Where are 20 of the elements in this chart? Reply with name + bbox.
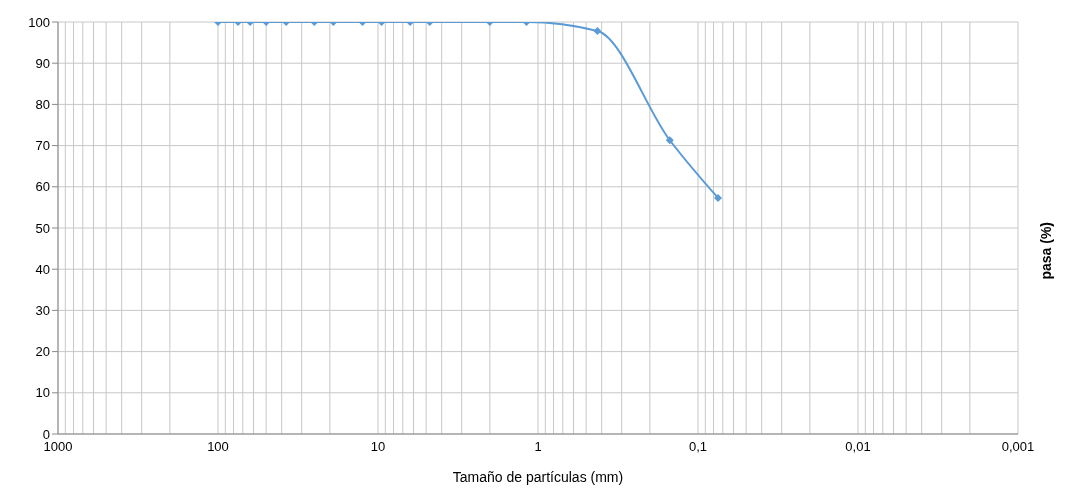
x-tick-label: 0,01 [845, 439, 871, 455]
x-tick-label: 0,1 [688, 439, 708, 455]
y-tick-label: 20 [35, 344, 50, 360]
x-axis-title: Tamaño de partículas (mm) [452, 469, 624, 485]
x-tick-label: 1 [534, 439, 542, 455]
y-tick-label: 100 [28, 14, 50, 30]
y-tick-label: 0 [42, 426, 50, 442]
y-tick-label: 90 [35, 55, 50, 71]
y-tick-label: 50 [35, 220, 50, 236]
y-tick-label: 80 [35, 97, 50, 113]
y-tick-label: 70 [35, 138, 50, 154]
x-tick-label: 10 [370, 439, 386, 455]
y-axis-title: pasa (%) [1038, 222, 1054, 280]
y-tick-label: 40 [35, 261, 50, 277]
y-tick-label: 60 [35, 179, 50, 195]
y-tick-label: 30 [35, 303, 50, 319]
y-tick-label: 10 [35, 385, 50, 401]
x-tick-label: 1000 [43, 439, 73, 455]
x-tick-label: 100 [207, 439, 229, 455]
x-tick-label: 0,001 [1001, 439, 1035, 455]
